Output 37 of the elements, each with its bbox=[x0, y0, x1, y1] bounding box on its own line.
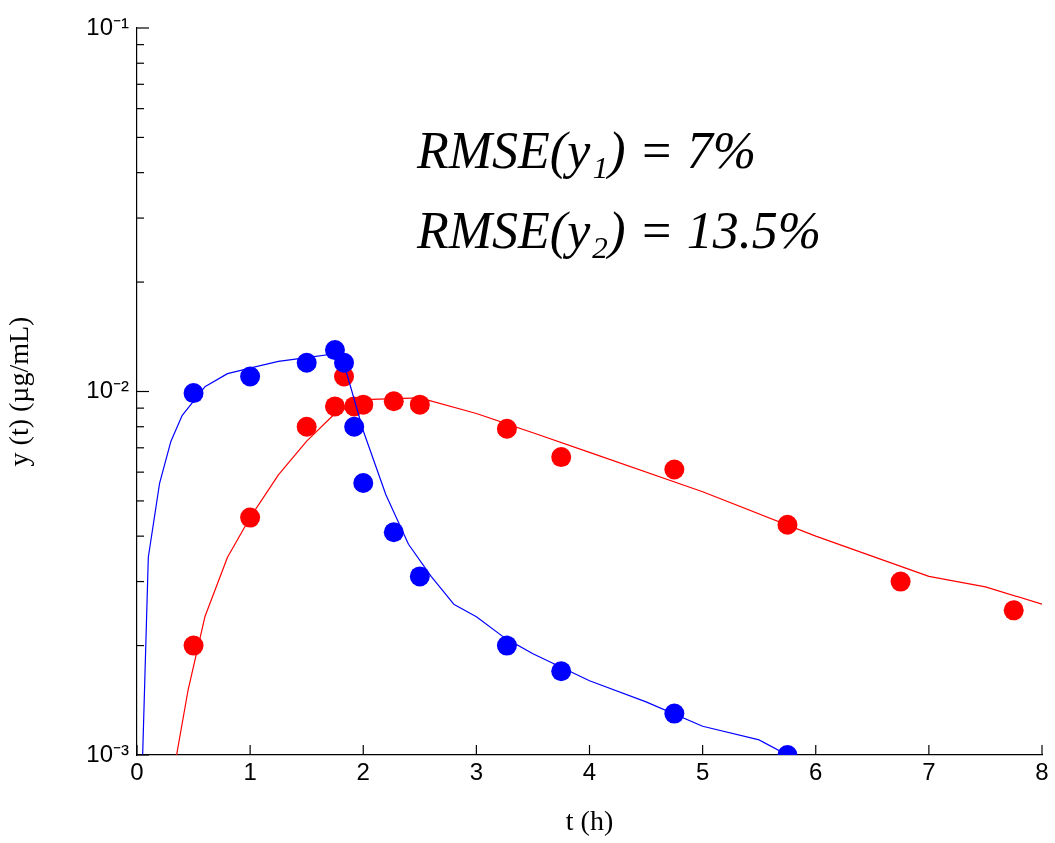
point bbox=[409, 394, 430, 415]
point bbox=[353, 473, 374, 494]
point bbox=[496, 418, 517, 439]
point bbox=[1003, 600, 1024, 621]
point bbox=[344, 416, 365, 437]
point bbox=[240, 507, 261, 528]
x-tick-label: 5 bbox=[695, 758, 710, 786]
x-tick-label: 8 bbox=[1035, 758, 1049, 786]
point bbox=[240, 366, 261, 387]
y-tick-label: 10⁻² bbox=[86, 376, 130, 404]
x-tick-label: 1 bbox=[243, 758, 257, 786]
point bbox=[496, 635, 517, 656]
point bbox=[183, 635, 204, 656]
point bbox=[324, 396, 345, 417]
point bbox=[551, 447, 572, 468]
point bbox=[664, 459, 685, 480]
y-axis-title: y (t) (µg/mL) bbox=[3, 316, 35, 467]
x-tick-label: 7 bbox=[922, 758, 936, 786]
point bbox=[383, 522, 404, 543]
y-tick-label: 10⁻¹ bbox=[86, 12, 130, 40]
x-tick-label: 6 bbox=[809, 758, 823, 786]
x-axis-title: t (h) bbox=[565, 804, 614, 836]
point bbox=[296, 352, 317, 373]
x-tick-label: 2 bbox=[356, 758, 370, 786]
point bbox=[183, 383, 204, 404]
point bbox=[296, 416, 317, 437]
x-tick-label: 3 bbox=[469, 758, 484, 786]
x-tick-label: 4 bbox=[582, 758, 597, 786]
point bbox=[409, 566, 430, 587]
annotation: RMSE(y₂) = 13.5% bbox=[416, 202, 822, 260]
x-tick-label: 0 bbox=[130, 758, 144, 786]
point bbox=[551, 661, 572, 682]
point bbox=[383, 391, 404, 412]
annotation: RMSE(y₁) = 7% bbox=[416, 122, 757, 180]
y-tick-label: 10⁻³ bbox=[86, 739, 130, 767]
point bbox=[890, 571, 911, 592]
point bbox=[334, 352, 355, 373]
